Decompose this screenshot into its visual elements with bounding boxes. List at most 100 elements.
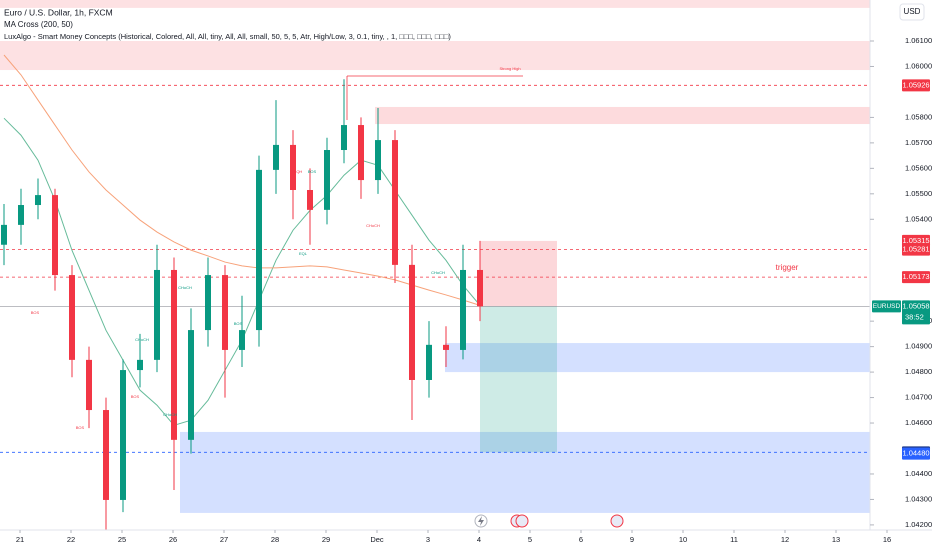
x-tick-label: 9 bbox=[630, 535, 634, 544]
indicator: MA Cross (200, 50) bbox=[4, 20, 73, 29]
zone bbox=[180, 431, 870, 513]
symbol-badge bbox=[872, 300, 901, 313]
y-tick-label: 1.04700 bbox=[905, 393, 932, 402]
candle-body bbox=[460, 269, 466, 350]
event-icons bbox=[474, 514, 624, 528]
x-tick-label: 28 bbox=[271, 535, 279, 544]
currency: USD bbox=[904, 7, 921, 16]
candle-body bbox=[171, 269, 177, 440]
annotation: BOS bbox=[308, 169, 317, 174]
y-tick-label: 1.04900 bbox=[905, 342, 932, 351]
annotation: trigger bbox=[776, 263, 799, 272]
price-badge-label: 1.05315 bbox=[902, 236, 929, 245]
price-badge bbox=[902, 243, 930, 256]
candle-body bbox=[137, 359, 143, 371]
y-tick-label: 1.04300 bbox=[905, 494, 932, 503]
candle-body bbox=[307, 189, 313, 210]
candle-body bbox=[86, 359, 92, 411]
ma-line bbox=[3, 54, 481, 306]
price-badge-label: 1.05173 bbox=[902, 272, 929, 281]
annotation: CHoCH bbox=[178, 285, 192, 290]
candle-body bbox=[375, 140, 381, 181]
price-badge-label: 1.04480 bbox=[902, 449, 929, 458]
currency-box[interactable] bbox=[899, 3, 925, 21]
x-tick-label: 21 bbox=[16, 535, 24, 544]
y-tick-label: 1.04200 bbox=[905, 520, 932, 529]
x-tick-label: 5 bbox=[528, 535, 532, 544]
candle-body bbox=[256, 169, 262, 331]
candle-body bbox=[273, 144, 279, 170]
candle-body bbox=[120, 370, 126, 500]
y-tick-label: 1.04800 bbox=[905, 367, 932, 376]
annotation: BOS bbox=[31, 310, 40, 315]
candle-body bbox=[409, 264, 415, 380]
plot-area: Strong High trigger BOS CHoCH EQH BOS EQL CHoCH… bbox=[0, 0, 870, 530]
zone bbox=[0, 41, 870, 71]
x-tick-label: 4 bbox=[477, 535, 481, 544]
x-tick-label: Dec bbox=[370, 535, 384, 544]
candle-body bbox=[358, 125, 364, 181]
x-tick-label: 6 bbox=[579, 535, 583, 544]
candle-body bbox=[103, 410, 109, 500]
indicator: LuxAlgo - Smart Money Concepts (Historic… bbox=[4, 32, 451, 41]
x-tick-label: 10 bbox=[679, 535, 687, 544]
chart-title: Euro / U.S. Dollar, 1h, FXCM bbox=[4, 7, 113, 17]
candle-body bbox=[290, 144, 296, 190]
countdown: 38:52 bbox=[905, 312, 924, 321]
candle-body bbox=[324, 150, 330, 210]
x-tick-label: 26 bbox=[169, 535, 177, 544]
event-icon[interactable] bbox=[515, 514, 529, 528]
x-tick-label: 16 bbox=[883, 535, 891, 544]
annotation: EQH bbox=[294, 169, 303, 174]
candle-body bbox=[341, 125, 347, 151]
candle-body bbox=[154, 269, 160, 360]
price-badge-label: 1.05058 bbox=[902, 301, 929, 310]
annotation: BOS bbox=[131, 394, 140, 399]
x-tick-label: 3 bbox=[426, 535, 430, 544]
y-tick-label: 1.06000 bbox=[905, 61, 932, 70]
annotation: Strong High bbox=[499, 66, 520, 71]
annotation: BOS bbox=[234, 321, 243, 326]
price-badge-label: 1.05926 bbox=[902, 80, 929, 89]
x-tick-label: 12 bbox=[781, 535, 789, 544]
zone bbox=[480, 306, 557, 453]
annotation: EQL bbox=[299, 251, 308, 256]
annotation: BOS bbox=[76, 425, 85, 430]
zone bbox=[375, 106, 870, 125]
price-badge bbox=[902, 79, 930, 92]
y-tick-label: 1.05700 bbox=[905, 138, 932, 147]
price-badge-label: 1.05281 bbox=[902, 245, 929, 254]
x-tick-label: 29 bbox=[322, 535, 330, 544]
candle-body bbox=[239, 330, 245, 350]
candle-body bbox=[443, 344, 449, 350]
x-tick-label: 27 bbox=[220, 535, 228, 544]
price-badge bbox=[902, 300, 930, 325]
y-tick-label: 1.05800 bbox=[905, 112, 932, 121]
candle-body bbox=[205, 275, 211, 331]
candle-body bbox=[18, 205, 24, 225]
candle-body bbox=[52, 195, 58, 276]
y-tick-label: 1.04400 bbox=[905, 469, 932, 478]
annotation: CHoCH bbox=[163, 412, 177, 417]
price-badge bbox=[902, 271, 930, 284]
zone bbox=[445, 343, 870, 373]
event-icon-glyph bbox=[478, 516, 484, 526]
candle-body bbox=[69, 275, 75, 360]
price-badge bbox=[902, 447, 930, 460]
x-tick-label: 22 bbox=[67, 535, 75, 544]
y-tick-label: 1.04600 bbox=[905, 418, 932, 427]
candle-body bbox=[35, 195, 41, 206]
x-tick-label: 11 bbox=[730, 535, 738, 544]
candle-body bbox=[477, 269, 483, 307]
event-icon[interactable] bbox=[610, 514, 624, 528]
y-tick-label: 1.05600 bbox=[905, 163, 932, 172]
y-tick-label: 1.06100 bbox=[905, 36, 932, 45]
candle-body bbox=[1, 224, 7, 245]
y-tick-label: 1.05500 bbox=[905, 189, 932, 198]
y-tick-label: 1.05400 bbox=[905, 214, 932, 223]
candle-body bbox=[188, 330, 194, 440]
symbol-label: EURUSD bbox=[873, 303, 901, 310]
zone bbox=[480, 240, 557, 307]
